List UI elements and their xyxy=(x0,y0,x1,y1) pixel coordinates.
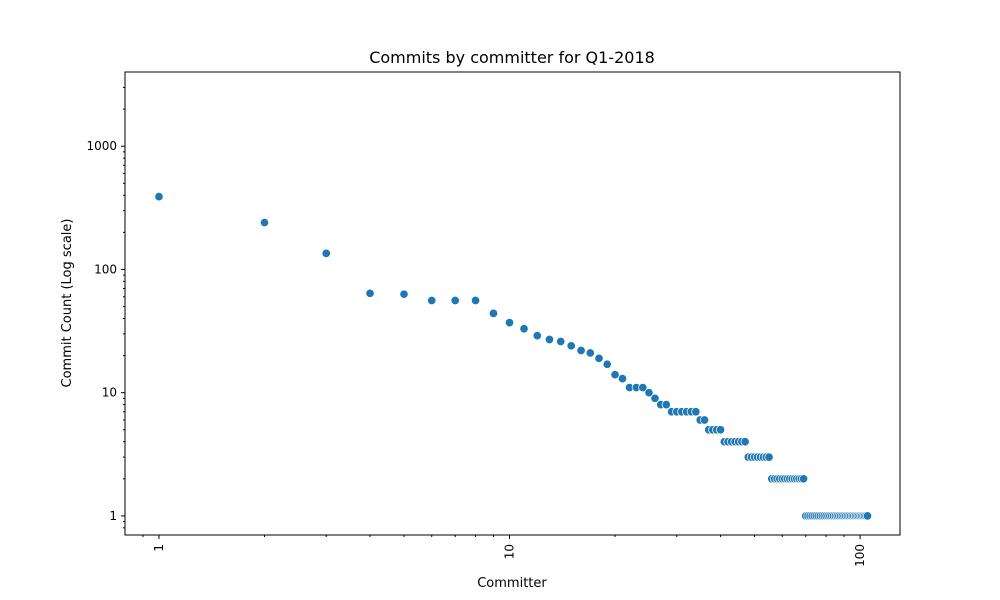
y-tick-label: 1000 xyxy=(86,139,117,153)
data-point xyxy=(862,511,873,521)
data-point xyxy=(427,295,437,306)
data-point xyxy=(576,345,586,356)
x-tick-label: 100 xyxy=(853,544,867,567)
x-axis-ticks: 1 10 100 xyxy=(152,535,867,567)
data-point xyxy=(532,331,542,341)
data-point xyxy=(566,341,576,351)
data-point xyxy=(602,359,612,369)
data-point xyxy=(504,318,515,328)
plot-area-frame xyxy=(124,71,901,536)
y-tick-label: 10 xyxy=(102,386,117,400)
data-point xyxy=(321,248,331,258)
data-point xyxy=(488,308,499,318)
data-point xyxy=(450,295,460,306)
data-point xyxy=(638,383,648,393)
x-axis-label: Committer xyxy=(477,576,547,591)
data-point xyxy=(544,334,555,345)
y-axis-label: Commit Count (Log scale) xyxy=(60,219,75,388)
x-tick-label: 10 xyxy=(503,544,517,559)
data-point xyxy=(594,353,604,363)
data-point xyxy=(650,393,660,403)
data-points xyxy=(154,192,873,521)
data-point xyxy=(519,324,529,334)
data-point xyxy=(740,437,750,447)
data-point xyxy=(259,218,270,228)
data-point xyxy=(644,388,654,398)
data-point xyxy=(585,348,595,358)
data-point xyxy=(470,295,481,306)
data-point xyxy=(716,425,726,435)
data-point xyxy=(661,400,671,410)
data-point xyxy=(691,407,701,417)
data-point xyxy=(399,289,409,299)
x-tick-label: 1 xyxy=(152,544,166,552)
y-tick-label: 100 xyxy=(94,262,117,276)
y-axis-ticks: 1 10 100 1000 xyxy=(86,139,125,523)
data-point xyxy=(764,452,774,462)
data-point xyxy=(365,288,375,298)
chart-title: Commits by committer for Q1-2018 xyxy=(369,48,655,67)
data-point xyxy=(556,336,566,347)
data-point xyxy=(610,370,620,380)
data-point xyxy=(154,192,164,202)
data-point xyxy=(617,374,628,384)
data-point xyxy=(799,474,809,484)
y-tick-label: 1 xyxy=(109,509,117,523)
data-point xyxy=(699,415,710,425)
